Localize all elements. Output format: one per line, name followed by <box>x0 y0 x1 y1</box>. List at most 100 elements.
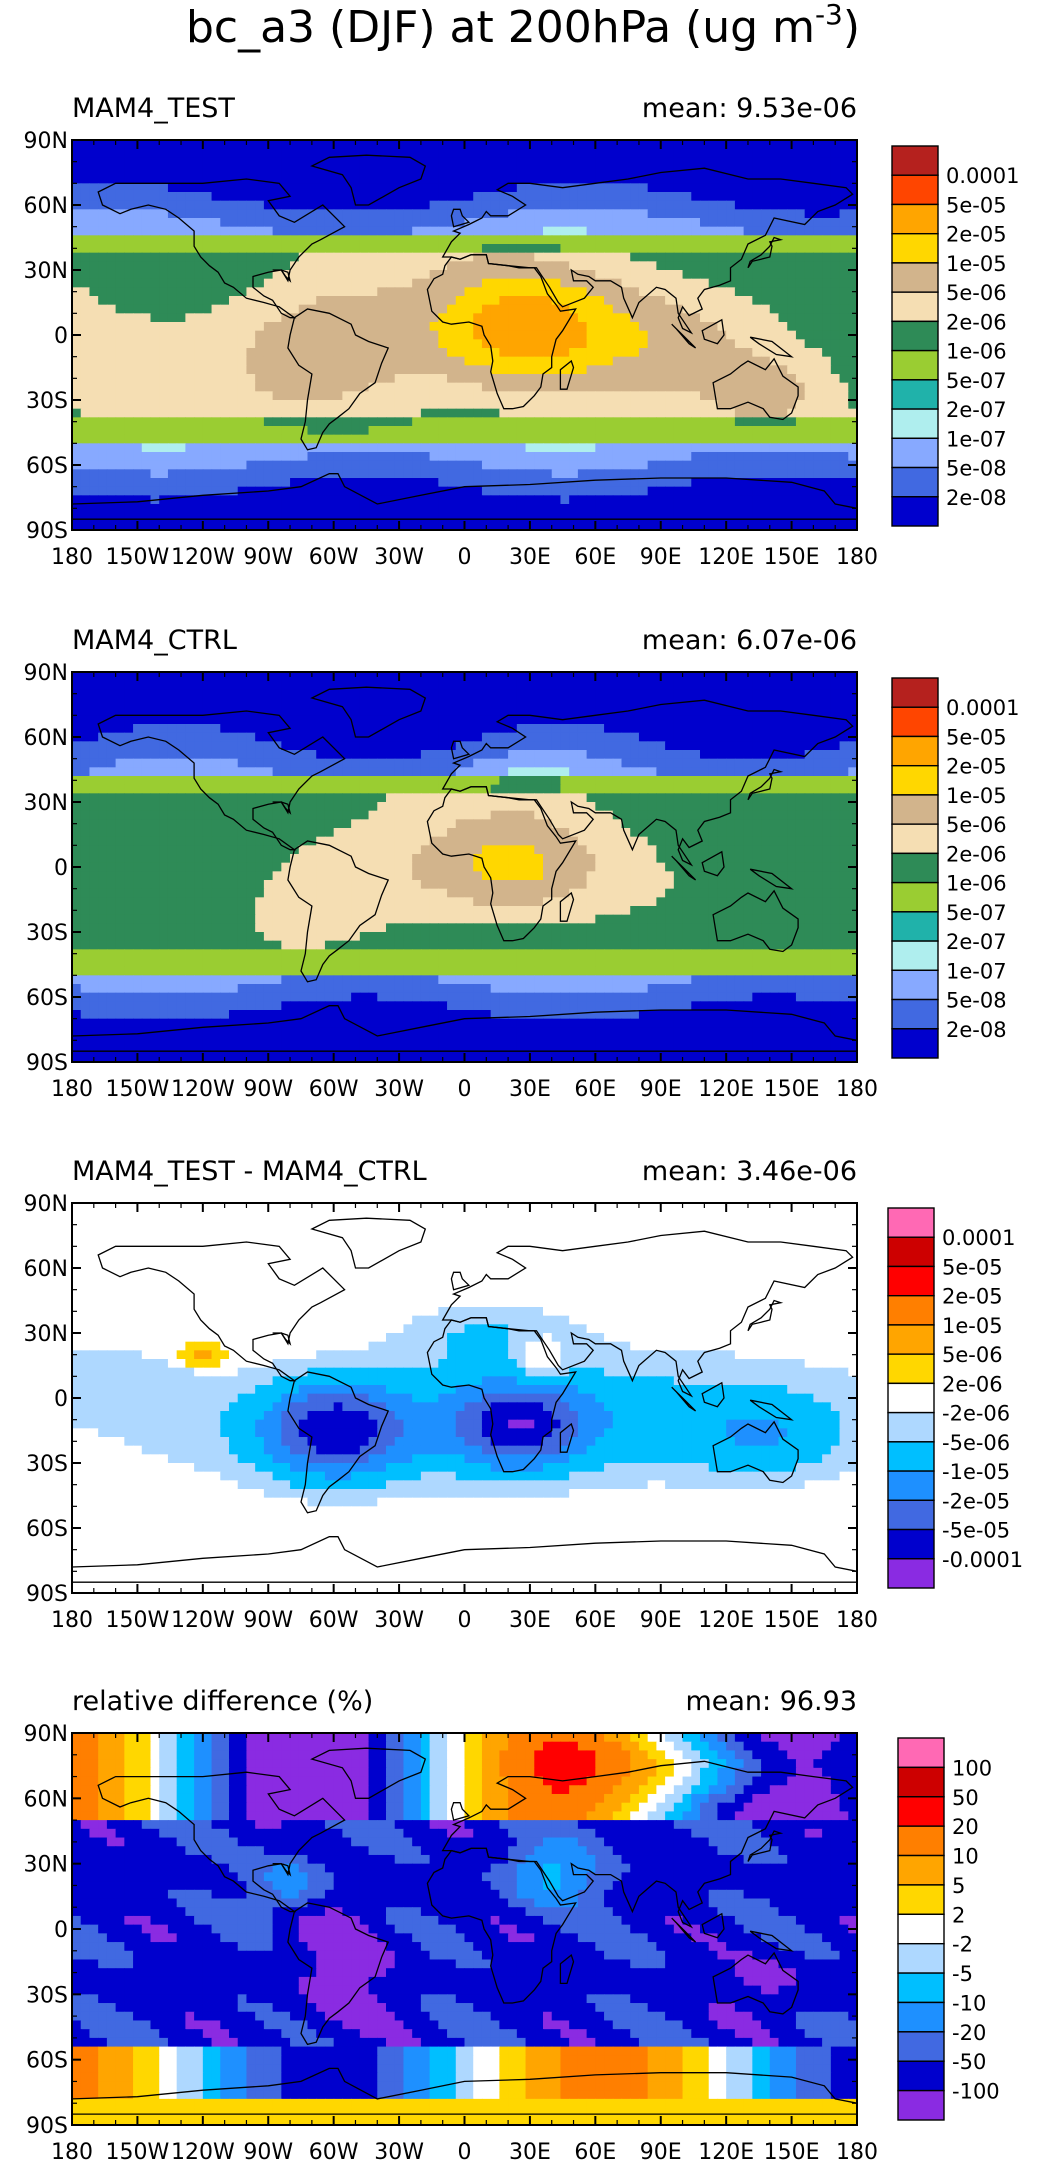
lon-tick-label: 180 <box>836 545 878 570</box>
coastlines <box>72 1747 857 2115</box>
colorbar-label: 5e-05 <box>946 725 1007 749</box>
colorbar-swatch <box>897 2089 945 2121</box>
colorbar-swatch <box>891 794 939 825</box>
colorbar-label: -5e-06 <box>942 1431 1010 1455</box>
lon-tick-label: 30E <box>509 1077 551 1102</box>
lon-tick-label: 150E <box>764 1608 820 1633</box>
lon-tick-label: 150W <box>106 545 170 570</box>
colorbar-label: 5 <box>952 1874 965 1898</box>
lat-tick-label: 90S <box>26 2114 68 2139</box>
colorbar-label: -2e-06 <box>942 1402 1010 1426</box>
colorbar-swatch <box>887 1236 935 1268</box>
colorbar-swatch <box>891 823 939 855</box>
lon-tick-label: 60W <box>309 2140 359 2165</box>
lon-tick-label: 60E <box>574 1608 616 1633</box>
colorbar-swatch <box>897 1737 945 1769</box>
colorbar-swatch <box>891 145 939 176</box>
colorbar-swatch <box>897 1854 945 1886</box>
colorbar-swatch <box>887 1499 935 1531</box>
field-raster <box>72 1203 857 1593</box>
colorbar-swatch <box>891 852 939 884</box>
lon-tick-label: 150E <box>764 545 820 570</box>
lat-tick-label: 90N <box>24 1192 68 1217</box>
lon-tick-label: 120E <box>698 2140 754 2165</box>
lat-tick-label: 90S <box>26 1051 68 1076</box>
panel-label: MAM4_TEST <box>72 93 235 124</box>
lat-tick-label: 0 <box>54 856 68 881</box>
colorbar-label: 2e-07 <box>946 930 1007 954</box>
colorbar-label: 100 <box>952 1756 992 1780</box>
colorbar-label: 2e-08 <box>946 486 1007 510</box>
colorbar-swatch <box>897 1884 945 1916</box>
lon-tick-label: 0 <box>458 2140 472 2165</box>
lat-tick-label: 0 <box>54 1918 68 1943</box>
colorbar-label: -0.0001 <box>942 1548 1023 1572</box>
field-raster <box>72 140 857 530</box>
lon-tick-label: 180 <box>836 1077 878 1102</box>
colorbar-label: -5 <box>952 1962 973 1986</box>
lat-tick-label: 60N <box>24 1787 68 1812</box>
colorbar-swatch <box>897 2031 945 2062</box>
colorbar-swatch <box>897 1796 945 1827</box>
colorbar-label: 5e-06 <box>946 281 1007 305</box>
figure-title: bc_a3 (DJF) at 200hPa (ug m-3) <box>186 0 860 53</box>
lon-tick-label: 180 <box>51 1608 93 1633</box>
lon-tick-label: 90E <box>640 545 682 570</box>
colorbar-swatch <box>891 998 939 1030</box>
colorbar-label: 1e-07 <box>946 959 1007 983</box>
lon-tick-label: 30W <box>374 2140 424 2165</box>
colorbar-label: -5e-05 <box>942 1519 1010 1543</box>
colorbar-swatch <box>891 466 939 498</box>
colorbar-swatch <box>891 379 939 410</box>
lat-tick-label: 30N <box>24 259 68 284</box>
colorbar: 0.0001 5e-05 2e-05 1e-05 5e-06 2e-06 1e-06 5e-0… <box>891 677 1019 1059</box>
lon-tick-label: 60W <box>309 1077 359 1102</box>
lon-tick-label: 120W <box>171 2140 235 2165</box>
panel-mean: mean: 6.07e-06 <box>642 625 857 656</box>
panel-mean: mean: 96.93 <box>685 1686 857 1717</box>
lat-tick-label: 60S <box>26 454 68 479</box>
lon-tick-label: 60E <box>574 2140 616 2165</box>
colorbar-label: 2 <box>952 1903 965 1927</box>
lat-tick-label: 60S <box>26 986 68 1011</box>
colorbar-label: 50 <box>952 1786 979 1810</box>
lat-tick-label: 30S <box>26 1452 68 1477</box>
colorbar-swatch <box>897 2060 945 2092</box>
colorbar-swatch <box>891 706 939 738</box>
panel-3: MAM4_TEST - MAM4_CTRL mean: 3.46e-06 90N 60… <box>24 1156 1024 1633</box>
lon-tick-label: 150E <box>764 1077 820 1102</box>
lon-tick-label: 180 <box>836 2140 878 2165</box>
colorbar-swatch <box>887 1382 935 1414</box>
lon-tick-label: 120E <box>698 1608 754 1633</box>
lon-tick-label: 30W <box>374 1608 424 1633</box>
colorbar-swatch <box>891 940 939 972</box>
colorbar-label: 1e-07 <box>946 427 1007 451</box>
lat-tick-label: 90N <box>24 661 68 686</box>
colorbar-label: -100 <box>952 2080 1000 2104</box>
colorbar-swatch <box>897 1942 945 1974</box>
panel-label: relative difference (%) <box>72 1686 373 1717</box>
lat-tick-label: 0 <box>54 324 68 349</box>
lat-tick-label: 90S <box>26 1582 68 1607</box>
colorbar-label: 5e-07 <box>946 901 1007 925</box>
colorbar-swatch <box>891 174 939 206</box>
lon-tick-label: 120E <box>698 1077 754 1102</box>
colorbar: 100 50 20 10 5 2 -2 -5 -10 -20 -50 -100 <box>897 1737 1000 2121</box>
colorbar-swatch <box>887 1411 935 1443</box>
lon-tick-label: 120W <box>171 1077 235 1102</box>
colorbar-swatch <box>887 1324 935 1355</box>
colorbar-swatch <box>891 735 939 767</box>
lon-tick-label: 30W <box>374 545 424 570</box>
panel-4: relative difference (%) mean: 96.93 90N 60N… <box>24 1686 1000 2165</box>
colorbar-swatch <box>891 320 939 352</box>
colorbar-label: -10 <box>952 1991 986 2015</box>
lon-tick-label: 30W <box>374 1077 424 1102</box>
colorbar-swatch <box>897 1766 945 1798</box>
lon-tick-label: 120E <box>698 545 754 570</box>
lon-tick-label: 150W <box>106 1608 170 1633</box>
field-raster <box>72 672 857 1062</box>
colorbar-label: 10 <box>952 1845 979 1869</box>
colorbar-swatch <box>891 437 939 469</box>
colorbar-swatch <box>891 881 939 913</box>
coastlines <box>72 686 857 1052</box>
